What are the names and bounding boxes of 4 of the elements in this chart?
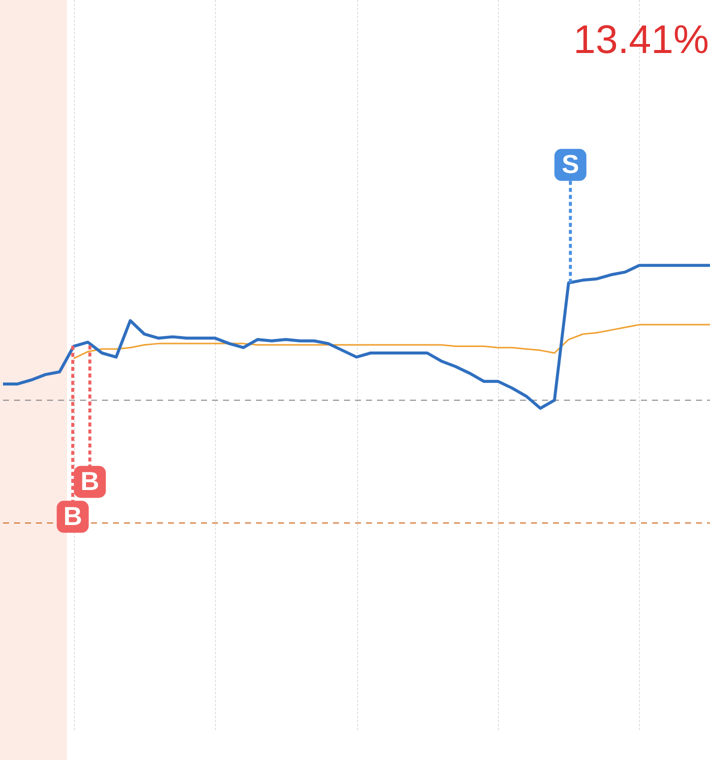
- text: B: [63, 500, 82, 531]
- text: S: [562, 149, 580, 180]
- text: 13.41%: [573, 18, 709, 63]
- text: B: [80, 466, 100, 496]
